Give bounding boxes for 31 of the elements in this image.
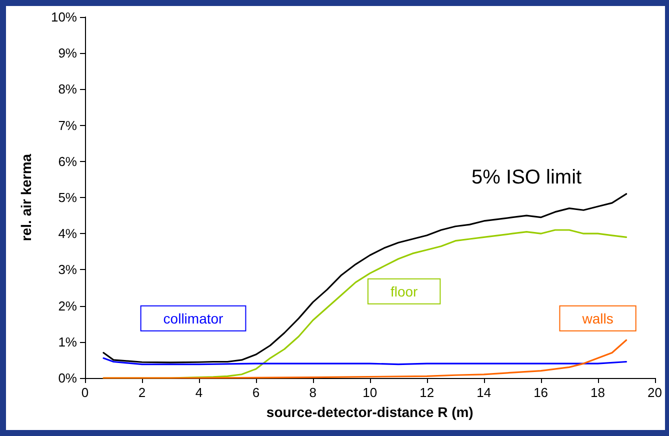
line-series bbox=[102, 357, 628, 366]
x-axis-title: source-detector-distance R (m) bbox=[266, 404, 474, 420]
x-tick-label: 18 bbox=[590, 385, 606, 400]
y-axis-title: rel. air kerma bbox=[18, 154, 34, 242]
x-tick-label: 2 bbox=[138, 385, 146, 400]
y-tick-label: 5% bbox=[58, 190, 78, 205]
x-tick-label: 4 bbox=[195, 385, 203, 400]
y-tick-label: 1% bbox=[58, 334, 78, 350]
line-series bbox=[102, 193, 628, 364]
annotation: 5% ISO limit bbox=[472, 166, 582, 189]
x-tick-label: 12 bbox=[420, 385, 434, 400]
y-tick-label: 10% bbox=[50, 10, 78, 24]
text: collimator bbox=[163, 310, 224, 326]
y-tick-label: 3% bbox=[58, 262, 78, 278]
series-label: walls bbox=[581, 310, 614, 326]
x-tick-label: 20 bbox=[648, 385, 662, 400]
y-tick-label: 0% bbox=[58, 370, 78, 386]
line-series bbox=[102, 339, 628, 379]
y-tick-label: 2% bbox=[58, 298, 78, 314]
x-tick-label: 8 bbox=[309, 385, 317, 400]
y-tick-label: 6% bbox=[58, 154, 78, 169]
x-tick-label: 16 bbox=[534, 385, 548, 400]
y-tick-label: 7% bbox=[58, 118, 78, 133]
y-tick-label: 8% bbox=[58, 82, 78, 97]
series-label: floor bbox=[390, 283, 418, 300]
x-tick-label: 14 bbox=[476, 385, 492, 400]
x-tick-label: 10 bbox=[362, 385, 378, 400]
y-tick-label: 4% bbox=[58, 226, 78, 242]
x-tick-label: 0 bbox=[81, 385, 89, 400]
x-tick-label: 6 bbox=[252, 385, 260, 400]
y-tick-label: 9% bbox=[58, 46, 78, 61]
